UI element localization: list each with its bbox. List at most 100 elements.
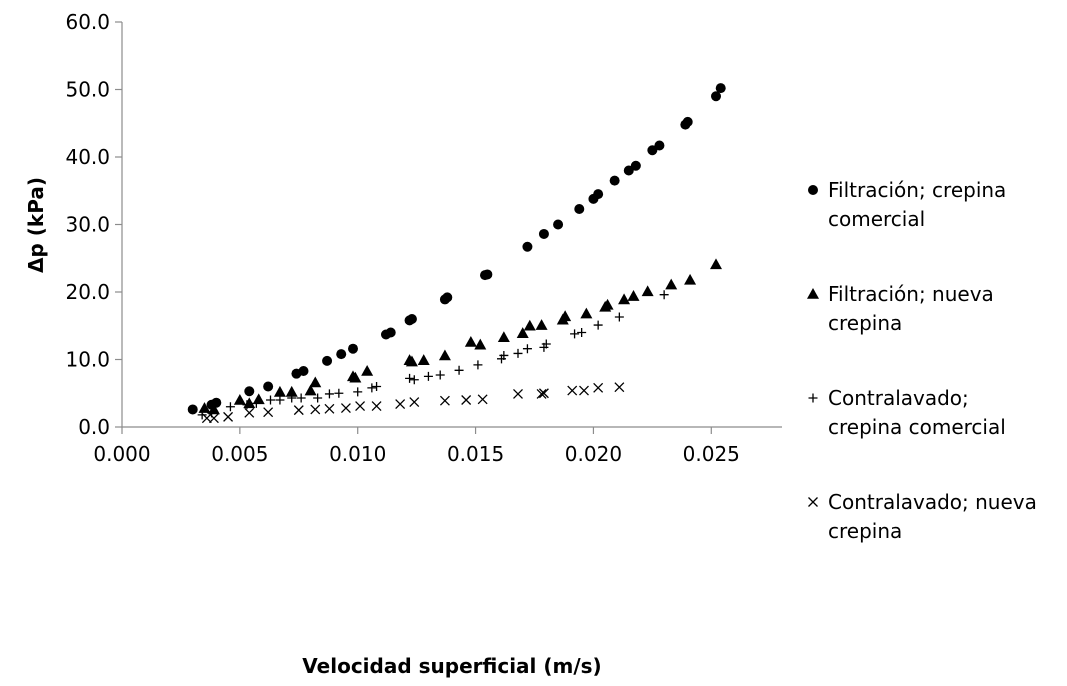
data-point xyxy=(367,383,377,393)
legend: Filtración; crepinacomercialFiltración; … xyxy=(807,178,1037,543)
data-point xyxy=(395,399,406,410)
data-point xyxy=(334,388,344,398)
data-point xyxy=(523,319,536,331)
data-point xyxy=(559,310,572,322)
legend-label: crepina xyxy=(828,519,902,543)
data-point xyxy=(579,385,589,396)
legend-entry-2: Filtración; nueva crepina xyxy=(807,282,994,335)
data-point xyxy=(324,389,334,399)
y-tick-label: 30.0 xyxy=(65,213,110,237)
y-tick-label: 20.0 xyxy=(65,280,110,304)
data-point xyxy=(198,402,211,413)
legend-entry-3: Contralavado; crepina comercial xyxy=(808,386,1006,439)
legend-label: Contralavado; nueva xyxy=(828,490,1037,514)
data-point xyxy=(201,413,212,424)
data-point xyxy=(654,140,665,151)
data-point xyxy=(310,404,321,415)
data-point xyxy=(593,382,604,393)
data-point xyxy=(244,407,255,418)
data-point xyxy=(405,373,415,383)
data-point xyxy=(570,329,580,339)
y-tick-label: 60.0 xyxy=(65,10,110,34)
data-point xyxy=(423,371,433,381)
data-point xyxy=(553,219,564,230)
data-point xyxy=(417,354,430,365)
x-tick-label: 0.015 xyxy=(447,442,504,466)
data-point xyxy=(473,360,483,370)
data-point xyxy=(263,407,274,418)
legend-entry-1: Filtración; crepina comercial xyxy=(808,178,1006,231)
data-point xyxy=(293,405,304,416)
y-ticks: 0.0 10.0 20.0 30.0 40.0 50.0 60.0 xyxy=(65,10,122,439)
data-point xyxy=(304,384,317,396)
x-ticks: 0.000 0.005 0.010 0.015 0.020 0.025 xyxy=(93,427,740,466)
legend-label: Contralavado; xyxy=(828,386,969,410)
data-point xyxy=(482,269,493,280)
series-3 xyxy=(197,290,669,420)
series-1 xyxy=(187,83,726,415)
data-point xyxy=(627,290,640,301)
data-point xyxy=(541,339,551,349)
data-point xyxy=(641,285,654,297)
data-series xyxy=(187,83,726,424)
data-point xyxy=(442,292,453,303)
legend-marker xyxy=(807,288,819,299)
y-tick-label: 10.0 xyxy=(65,348,110,372)
data-point xyxy=(187,404,198,415)
data-point xyxy=(577,328,587,337)
legend-marker xyxy=(808,393,818,403)
data-point xyxy=(298,365,309,376)
data-point xyxy=(309,376,322,388)
data-point xyxy=(630,160,641,171)
data-point xyxy=(580,307,593,319)
series-2 xyxy=(198,258,722,415)
data-point xyxy=(336,349,347,360)
data-point xyxy=(313,393,323,403)
data-point xyxy=(252,393,265,405)
data-point xyxy=(593,189,604,200)
legend-marker xyxy=(808,185,818,195)
data-point xyxy=(322,355,333,366)
y-tick-label: 50.0 xyxy=(65,78,110,102)
data-point xyxy=(574,203,585,214)
legend-marker xyxy=(808,497,818,507)
data-point xyxy=(538,388,549,399)
data-point xyxy=(197,410,207,420)
data-point xyxy=(324,403,335,414)
data-point xyxy=(614,312,624,322)
data-point xyxy=(659,290,669,300)
data-point xyxy=(522,344,532,354)
legend-label: Filtración; crepina xyxy=(828,178,1006,202)
data-point xyxy=(536,388,547,399)
data-point xyxy=(711,91,721,102)
x-tick-label: 0.020 xyxy=(565,442,622,466)
data-point xyxy=(715,83,726,94)
data-point xyxy=(372,382,382,391)
data-point xyxy=(263,381,274,392)
data-point xyxy=(513,348,523,358)
series-4 xyxy=(201,382,625,424)
data-point xyxy=(409,397,420,407)
data-point xyxy=(208,413,219,424)
data-point xyxy=(242,400,252,410)
legend-label: crepina xyxy=(828,311,902,335)
data-point xyxy=(285,385,298,397)
data-point xyxy=(454,365,464,375)
data-point xyxy=(406,314,417,324)
data-point xyxy=(348,343,358,354)
data-point xyxy=(499,350,509,360)
data-point xyxy=(233,394,246,405)
data-point xyxy=(618,293,631,305)
y-axis-title: Δp (kPa) xyxy=(24,177,48,273)
data-point xyxy=(710,258,722,270)
data-point xyxy=(439,395,450,406)
data-point xyxy=(371,401,382,412)
data-point xyxy=(361,364,374,376)
data-point xyxy=(474,338,487,350)
data-point xyxy=(623,165,634,176)
x-axis-title: Velocidad superficial (m/s) xyxy=(302,654,601,678)
data-point xyxy=(513,388,523,399)
data-point xyxy=(223,411,234,422)
data-point xyxy=(665,278,678,290)
